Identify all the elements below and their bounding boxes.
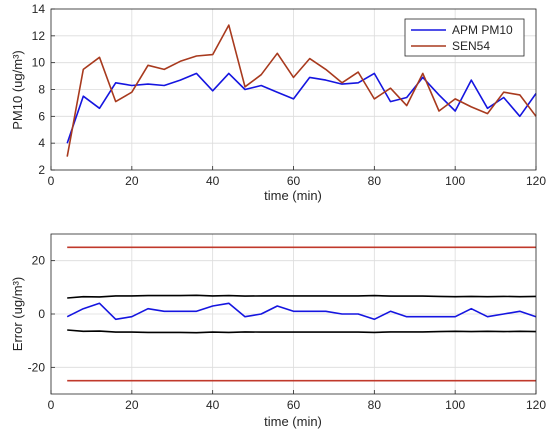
error-line xyxy=(66,302,537,321)
error-x-tick-label: 100 xyxy=(445,398,465,412)
pm10-x-tick-label: 60 xyxy=(287,174,301,188)
error-x-axis-label: time (min) xyxy=(264,414,322,429)
pm10-series-group xyxy=(66,24,537,157)
upper-bound-line xyxy=(67,294,537,299)
pm10-ticks: 0 20 40 60 80 100 120 2 4 6 8 10 12 14 xyxy=(32,2,547,188)
error-x-tick-label: 20 xyxy=(125,398,139,412)
pm10-x-tick-label: 120 xyxy=(526,174,546,188)
error-y-tick-label: 0 xyxy=(38,307,45,321)
pm10-x-tick-label: 0 xyxy=(48,174,55,188)
lower-bound-line xyxy=(67,329,537,334)
legend-label-apm: APM PM10 xyxy=(452,23,513,37)
pm10-panel: 0 20 40 60 80 100 120 2 4 6 8 10 12 14 time (min) PM1… xyxy=(10,2,546,203)
error-series-group xyxy=(66,246,537,382)
error-panel: 0 20 40 60 80 100 120 -20 0 20 time (min) Error (… xyxy=(10,233,547,429)
apm-pm10-line xyxy=(66,72,537,144)
pm10-y-tick-label: 12 xyxy=(32,29,46,43)
pm10-x-tick-label: 100 xyxy=(445,174,465,188)
sen54-line xyxy=(66,24,537,157)
pm10-x-tick-label: 80 xyxy=(368,174,382,188)
legend-box xyxy=(404,18,525,57)
pm10-y-tick-label: 6 xyxy=(38,109,45,123)
error-y-tick-label: 20 xyxy=(32,254,46,268)
legend-label-sen54: SEN54 xyxy=(452,39,490,53)
error-x-tick-label: 80 xyxy=(368,398,382,412)
error-x-tick-label: 120 xyxy=(526,398,546,412)
pm10-y-tick-label: 10 xyxy=(32,56,46,70)
pm10-y-tick-label: 8 xyxy=(38,83,45,97)
pm10-y-tick-label: 2 xyxy=(38,163,45,177)
error-x-tick-label: 60 xyxy=(287,398,301,412)
error-y-axis-label: Error (ug/m³) xyxy=(10,277,25,351)
pm10-y-tick-label: 14 xyxy=(32,2,46,16)
error-ticks: 0 20 40 60 80 100 120 -20 0 20 xyxy=(28,254,547,412)
error-x-tick-label: 0 xyxy=(48,398,55,412)
pm10-x-axis-label: time (min) xyxy=(264,188,322,203)
pm10-y-tick-label: 4 xyxy=(38,136,45,150)
pm10-x-tick-label: 20 xyxy=(125,174,139,188)
pm10-y-axis-label: PM10 (ug/m³) xyxy=(10,50,25,129)
error-x-tick-label: 40 xyxy=(206,398,220,412)
pm10-x-tick-label: 40 xyxy=(206,174,220,188)
error-y-tick-label: -20 xyxy=(28,360,46,374)
pm10-legend: APM PM10 SEN54 xyxy=(404,18,525,57)
